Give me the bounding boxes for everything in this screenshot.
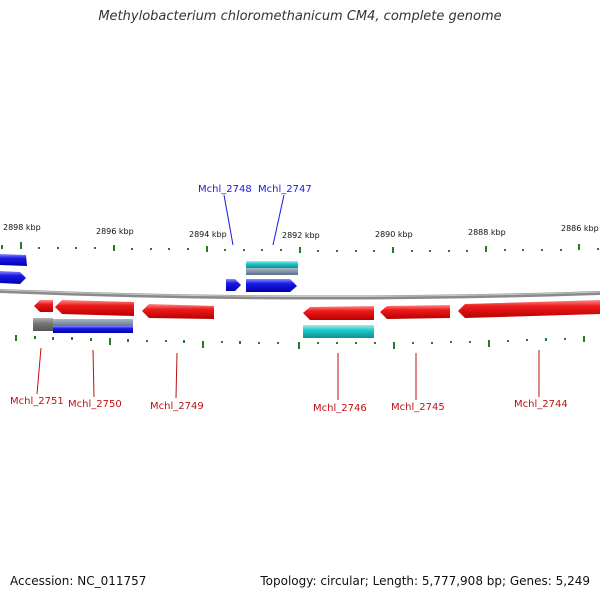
- forward-strand-features: [0, 254, 298, 292]
- cds-feature-mchl-2747[interactable]: [246, 261, 298, 268]
- reverse-gene-arrow-mchl-2746[interactable]: [303, 306, 374, 320]
- reverse-gene-arrow-mchl-2745[interactable]: [380, 305, 450, 319]
- label-leader-lines: [36, 194, 540, 400]
- scale-label: 2894 kbp: [189, 230, 227, 239]
- accession-text: Accession: NC_011757: [10, 574, 147, 588]
- gene-label-mchl-2744[interactable]: Mchl_2744: [514, 399, 568, 410]
- gene-label-mchl-2746[interactable]: Mchl_2746: [313, 403, 367, 414]
- upper-scale-ticks: [1, 242, 599, 253]
- reverse-gene-arrow-mchl-2750[interactable]: [55, 300, 134, 316]
- gene-label-mchl-2751[interactable]: Mchl_2751: [10, 396, 64, 407]
- lower-scale-ticks: [15, 335, 585, 349]
- scale-label: 2898 kbp: [3, 223, 41, 232]
- reverse-strand-features: [33, 300, 600, 338]
- gene-label-mchl-2748[interactable]: Mchl_2748: [198, 184, 252, 195]
- scale-label: 2896 kbp: [96, 227, 134, 236]
- forward-gene-arrow[interactable]: [0, 271, 26, 284]
- reverse-gene-arrow-mchl-2749[interactable]: [142, 304, 214, 319]
- forward-bar-mchl-2750[interactable]: [53, 326, 133, 333]
- cds-feature-mchl-2747-lower[interactable]: [246, 268, 298, 275]
- gene-labels: Mchl_2748 Mchl_2747 Mchl_2751 Mchl_2750 …: [10, 184, 568, 414]
- scale-label: 2890 kbp: [375, 230, 413, 239]
- scale-label: 2888 kbp: [468, 228, 506, 237]
- scale-label: 2886 kbp: [561, 224, 599, 233]
- genome-summary-text: Topology: circular; Length: 5,777,908 bp…: [260, 574, 590, 588]
- scale-labels: 2898 kbp 2896 kbp 2894 kbp 2892 kbp 2890…: [3, 223, 599, 240]
- cds-feature-mchl-2746[interactable]: [303, 325, 374, 338]
- reverse-gene-arrow-mchl-2744[interactable]: [458, 300, 600, 318]
- gene-label-mchl-2745[interactable]: Mchl_2745: [391, 402, 445, 413]
- forward-gene-arrow-mchl-2747[interactable]: [246, 279, 297, 292]
- forward-gene-arrow-mchl-2748[interactable]: [226, 279, 241, 291]
- gene-label-mchl-2750[interactable]: Mchl_2750: [68, 399, 122, 410]
- gene-label-mchl-2747[interactable]: Mchl_2747: [258, 184, 312, 195]
- reverse-gene-arrow-mchl-2751[interactable]: [34, 300, 53, 312]
- scale-label: 2892 kbp: [282, 231, 320, 240]
- pseudo-feature-mchl-2751[interactable]: [33, 318, 53, 331]
- forward-gene-arrow[interactable]: [0, 254, 27, 266]
- gene-label-mchl-2749[interactable]: Mchl_2749: [150, 401, 204, 412]
- chromosome-backbone-highlight: [0, 289, 600, 298]
- chromosome-backbone: [0, 289, 600, 300]
- cds-feature-mchl-2750[interactable]: [53, 319, 133, 327]
- genome-title: Methylobacterium chloromethanicum CM4, c…: [98, 9, 502, 24]
